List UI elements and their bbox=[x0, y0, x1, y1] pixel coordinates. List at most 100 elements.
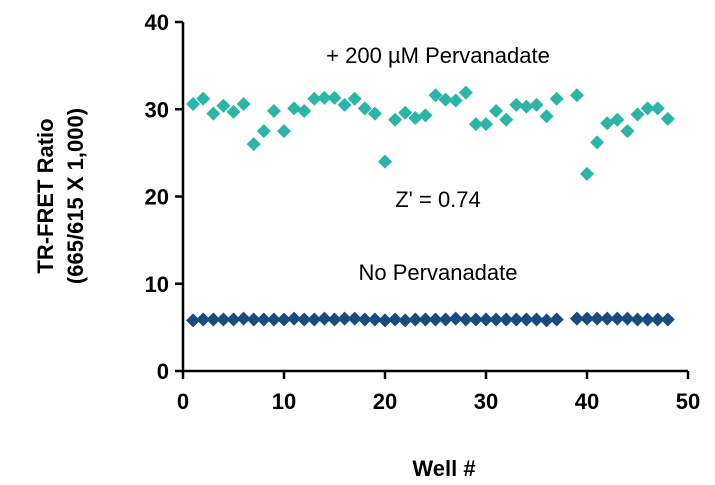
data-point bbox=[519, 99, 534, 114]
data-point bbox=[297, 103, 312, 118]
data-point bbox=[438, 312, 453, 327]
data-point bbox=[499, 312, 514, 327]
data-point bbox=[569, 311, 584, 326]
data-point bbox=[640, 312, 655, 327]
x-tick-label: 10 bbox=[272, 389, 296, 414]
data-point bbox=[236, 311, 251, 326]
series-1 bbox=[186, 311, 675, 328]
data-point bbox=[256, 312, 271, 327]
data-point bbox=[418, 108, 433, 123]
data-point bbox=[630, 312, 645, 327]
data-point bbox=[640, 101, 655, 116]
data-point bbox=[398, 105, 413, 120]
data-point bbox=[448, 93, 463, 108]
x-tick-label: 20 bbox=[373, 389, 397, 414]
data-point bbox=[580, 311, 594, 326]
data-point bbox=[226, 104, 241, 119]
annotation-top: + 200 µM Pervanadate bbox=[326, 43, 550, 68]
data-point bbox=[206, 312, 221, 327]
data-point bbox=[307, 312, 322, 327]
data-point bbox=[468, 312, 483, 327]
data-point bbox=[317, 311, 332, 326]
data-point bbox=[458, 312, 473, 327]
data-point bbox=[428, 88, 443, 103]
data-point bbox=[499, 112, 514, 127]
data-point bbox=[388, 112, 403, 127]
data-point bbox=[549, 312, 564, 327]
data-point bbox=[378, 154, 392, 169]
data-point bbox=[206, 106, 221, 121]
annotation-bottom: No Pervanadate bbox=[359, 260, 518, 285]
data-point bbox=[246, 312, 261, 327]
data-point bbox=[519, 312, 534, 327]
data-point bbox=[479, 312, 493, 327]
y-tick-label: 40 bbox=[145, 10, 169, 35]
data-point bbox=[378, 313, 392, 328]
data-point bbox=[620, 124, 635, 139]
data-point bbox=[186, 313, 201, 328]
data-point bbox=[398, 313, 413, 328]
data-point bbox=[287, 311, 302, 326]
data-point bbox=[468, 117, 483, 132]
data-point bbox=[660, 111, 675, 126]
x-tick-label: 0 bbox=[177, 389, 189, 414]
data-point bbox=[367, 312, 382, 327]
data-point bbox=[610, 112, 625, 127]
x-axis-title: Well # bbox=[412, 456, 475, 481]
data-point bbox=[630, 107, 645, 122]
data-point bbox=[277, 312, 291, 327]
data-point bbox=[539, 109, 554, 124]
data-point bbox=[448, 311, 463, 326]
data-point bbox=[297, 312, 312, 327]
data-point bbox=[337, 311, 352, 326]
data-point bbox=[509, 312, 524, 327]
data-point bbox=[529, 312, 544, 327]
data-point bbox=[196, 312, 211, 327]
data-point bbox=[236, 97, 251, 112]
data-point bbox=[509, 97, 524, 112]
data-point bbox=[287, 101, 302, 116]
data-point bbox=[347, 91, 362, 106]
series-0 bbox=[186, 85, 675, 181]
labels: + 200 µM Pervanadate Z' = 0.74 No Pervan… bbox=[33, 43, 550, 481]
y-tick-label: 0 bbox=[157, 359, 169, 384]
data-point bbox=[246, 137, 261, 152]
data-point bbox=[650, 101, 665, 116]
data-point bbox=[408, 110, 423, 125]
data-point bbox=[196, 91, 211, 106]
data-point bbox=[660, 312, 675, 327]
data-point bbox=[549, 91, 564, 106]
data-point bbox=[357, 101, 372, 116]
data-point bbox=[266, 103, 281, 118]
data-point bbox=[438, 92, 453, 107]
y-axis-title-line1: TR-FRET Ratio bbox=[33, 118, 58, 273]
data-point bbox=[226, 312, 241, 327]
data-point bbox=[590, 311, 605, 326]
data-point bbox=[529, 97, 544, 112]
data-point bbox=[458, 85, 473, 100]
data-point bbox=[388, 312, 403, 327]
y-tick-label: 30 bbox=[145, 97, 169, 122]
data-point bbox=[408, 312, 423, 327]
x-tick-label: 30 bbox=[474, 389, 498, 414]
data-point bbox=[186, 97, 201, 112]
data-point bbox=[620, 311, 635, 326]
data-point bbox=[367, 106, 382, 121]
data-point bbox=[327, 90, 342, 105]
data-point bbox=[479, 117, 493, 132]
data-point bbox=[428, 312, 443, 327]
data-point bbox=[337, 97, 352, 112]
data-point bbox=[327, 312, 342, 327]
data-point bbox=[216, 312, 231, 327]
data-point bbox=[307, 91, 322, 106]
data-point bbox=[317, 90, 332, 105]
y-tick-label: 20 bbox=[145, 185, 169, 210]
data-point bbox=[256, 124, 271, 139]
x-tick-label: 50 bbox=[676, 389, 700, 414]
data-point bbox=[600, 311, 615, 326]
data-point bbox=[610, 311, 625, 326]
data-point bbox=[357, 312, 372, 327]
data-point bbox=[580, 166, 594, 181]
data-point bbox=[539, 313, 554, 328]
